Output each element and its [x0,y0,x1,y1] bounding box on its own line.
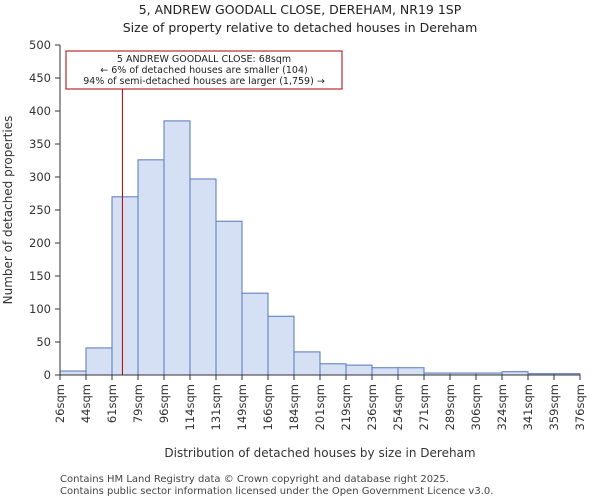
annotation-line-3: 94% of semi-detached houses are larger (… [83,76,325,87]
histogram-bar [319,363,347,376]
histogram-bar [163,120,191,376]
footer-line-1: Contains HM Land Registry data © Crown c… [60,474,449,485]
y-tick-label: 350 [29,137,51,151]
x-axis-ticks: 26sqm 44sqm 61sqm 79sqm 96sqm 114sqm 131sqm 149… [53,375,587,430]
y-tick-label: 500 [29,38,51,52]
y-axis-ticks: 0 50 100 150 200 250 300 350 400 450 500 [29,38,60,382]
bars-group [59,120,581,376]
x-tick-label: 359sqm [547,384,561,430]
x-tick-label: 149sqm [235,384,249,430]
histogram-bar [293,351,321,376]
chart-subtitle: Size of property relative to detached ho… [123,20,478,35]
x-tick-label: 184sqm [287,384,301,430]
y-tick-label: 50 [36,335,51,349]
x-tick-label: 201sqm [313,384,327,430]
x-tick-label: 376sqm [573,384,587,430]
x-tick-label: 26sqm [53,384,67,423]
annotation-box: 5 ANDREW GOODALL CLOSE: 68sqm ← 6% of de… [65,50,343,90]
x-tick-label: 219sqm [339,384,353,430]
footer-line-2: Contains public sector information licen… [60,486,493,497]
histogram-bar [59,370,87,376]
chart-title: 5, ANDREW GOODALL CLOSE, DEREHAM, NR19 1… [139,2,462,17]
annotation-line-1: 5 ANDREW GOODALL CLOSE: 68sqm [117,54,291,65]
y-tick-label: 100 [29,302,51,316]
histogram-bar [85,347,113,376]
y-tick-label: 200 [29,236,51,250]
y-tick-label: 250 [29,203,51,217]
x-tick-label: 96sqm [157,384,171,423]
x-tick-label: 289sqm [443,384,457,430]
histogram-bar [215,220,243,376]
histogram-bar [111,196,139,376]
y-tick-label: 450 [29,71,51,85]
histogram-bar [189,178,217,376]
histogram-bar [397,367,425,376]
x-tick-label: 324sqm [495,384,509,430]
x-tick-label: 306sqm [469,384,483,430]
x-tick-label: 166sqm [261,384,275,430]
y-tick-label: 150 [29,269,51,283]
x-tick-label: 79sqm [131,384,145,423]
histogram-bar [371,367,399,376]
y-axis-label: Number of detached properties [1,116,15,305]
x-tick-label: 61sqm [105,384,119,423]
x-tick-label: 131sqm [209,384,223,430]
y-tick-label: 400 [29,104,51,118]
histogram-bar [345,364,373,376]
x-tick-label: 254sqm [391,384,405,430]
annotation-line-2: ← 6% of detached houses are smaller (104… [100,65,307,76]
x-tick-label: 271sqm [417,384,431,430]
histogram-bar [137,159,165,376]
x-axis-label: Distribution of detached houses by size … [164,446,475,460]
x-tick-label: 114sqm [183,384,197,430]
x-tick-label: 236sqm [365,384,379,430]
y-tick-label: 300 [29,170,51,184]
y-tick-label: 0 [44,368,51,382]
x-tick-label: 341sqm [521,384,535,430]
annotation-frame [65,50,343,90]
x-tick-label: 44sqm [79,384,93,423]
histogram-bar [267,315,295,376]
histogram-bar [241,292,269,376]
